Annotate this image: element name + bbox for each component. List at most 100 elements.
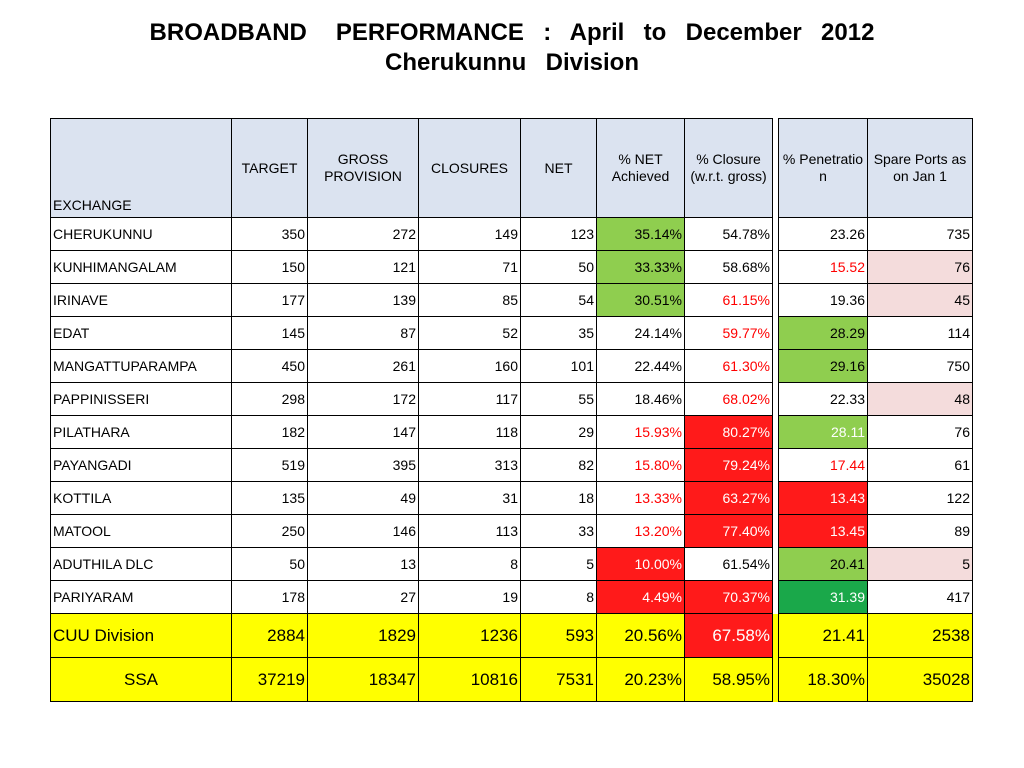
header-pct-closure: % Closure (w.r.t. gross) [684, 118, 773, 218]
cell-gross: 1829 [307, 613, 419, 658]
cell-gross: 139 [307, 283, 419, 317]
cell-exchange: MATOOL [50, 514, 232, 548]
cell-net: 593 [520, 613, 597, 658]
cell-gross: 261 [307, 349, 419, 383]
cell-target: 37219 [231, 657, 308, 702]
cell-closures: 1236 [418, 613, 521, 658]
cell-gross: 13 [307, 547, 419, 581]
cell-net: 35 [520, 316, 597, 350]
cell-pct-net: 24.14% [596, 316, 685, 350]
cell-penetration: 28.29 [778, 316, 868, 350]
cell-gross: 147 [307, 415, 419, 449]
cell-gross: 146 [307, 514, 419, 548]
cell-target: 177 [231, 283, 308, 317]
cell-exchange: SSA [50, 657, 232, 702]
cell-spare: 5 [867, 547, 973, 581]
cell-net: 33 [520, 514, 597, 548]
table-row: CUU Division 2884 1829 1236 593 20.56% 67.58% 2… [50, 613, 973, 658]
cell-closures: 31 [418, 481, 521, 515]
cell-closures: 71 [418, 250, 521, 284]
header-closures: CLOSURES [418, 118, 521, 218]
cell-penetration: 23.26 [778, 217, 868, 251]
cell-target: 150 [231, 250, 308, 284]
cell-exchange: KOTTILA [50, 481, 232, 515]
cell-target: 2884 [231, 613, 308, 658]
table-row: EDAT 145 87 52 35 24.14% 59.77% 28.29 114 [50, 316, 973, 350]
cell-net: 7531 [520, 657, 597, 702]
cell-closures: 113 [418, 514, 521, 548]
cell-spare: 48 [867, 382, 973, 416]
table-row: MANGATTUPARAMPA 450 261 160 101 22.44% 61.30% 2… [50, 349, 973, 383]
cell-penetration: 19.36 [778, 283, 868, 317]
cell-pct-net: 10.00% [596, 547, 685, 581]
cell-pct-closure: 59.77% [684, 316, 773, 350]
cell-net: 5 [520, 547, 597, 581]
cell-target: 298 [231, 382, 308, 416]
cell-closures: 8 [418, 547, 521, 581]
cell-pct-net: 15.80% [596, 448, 685, 482]
cell-closures: 52 [418, 316, 521, 350]
cell-gross: 18347 [307, 657, 419, 702]
cell-pct-closure: 77.40% [684, 514, 773, 548]
header-pct-net: % NET Achieved [596, 118, 685, 218]
cell-gross: 121 [307, 250, 419, 284]
cell-gross: 87 [307, 316, 419, 350]
cell-net: 123 [520, 217, 597, 251]
cell-pct-closure: 61.54% [684, 547, 773, 581]
cell-spare: 417 [867, 580, 973, 614]
table-row: PAPPINISSERI 298 172 117 55 18.46% 68.02% 22.33… [50, 382, 973, 416]
cell-spare: 2538 [867, 613, 973, 658]
cell-pct-net: 18.46% [596, 382, 685, 416]
cell-exchange: PARIYARAM [50, 580, 232, 614]
cell-target: 519 [231, 448, 308, 482]
cell-target: 350 [231, 217, 308, 251]
header-exchange: EXCHANGE [50, 118, 232, 218]
cell-exchange: EDAT [50, 316, 232, 350]
table-row: CHERUKUNNU 350 272 149 123 35.14% 54.78% 23.26 7… [50, 217, 973, 251]
cell-spare: 76 [867, 415, 973, 449]
cell-pct-closure: 70.37% [684, 580, 773, 614]
table-row: PARIYARAM 178 27 19 8 4.49% 70.37% 31.39 417 [50, 580, 973, 614]
cell-pct-net: 15.93% [596, 415, 685, 449]
cell-spare: 61 [867, 448, 973, 482]
cell-spare: 735 [867, 217, 973, 251]
table-body: CHERUKUNNU 350 272 149 123 35.14% 54.78% 23.26 7… [50, 217, 973, 702]
cell-closures: 10816 [418, 657, 521, 702]
cell-net: 55 [520, 382, 597, 416]
header-spare: Spare Ports as on Jan 1 [867, 118, 973, 218]
cell-closures: 19 [418, 580, 521, 614]
cell-pct-closure: 67.58% [684, 613, 773, 658]
cell-closures: 117 [418, 382, 521, 416]
cell-target: 135 [231, 481, 308, 515]
cell-pct-net: 33.33% [596, 250, 685, 284]
header-target: TARGET [231, 118, 308, 218]
title-line-2: Cherukunnu Division [384, 49, 639, 76]
cell-exchange: KUNHIMANGALAM [50, 250, 232, 284]
cell-target: 50 [231, 547, 308, 581]
cell-exchange: PILATHARA [50, 415, 232, 449]
cell-pct-net: 13.20% [596, 514, 685, 548]
cell-net: 50 [520, 250, 597, 284]
cell-pct-net: 4.49% [596, 580, 685, 614]
cell-spare: 750 [867, 349, 973, 383]
cell-pct-net: 20.23% [596, 657, 685, 702]
table-row: ADUTHILA DLC 50 13 8 5 10.00% 61.54% 20.41 5 [50, 547, 973, 581]
cell-closures: 313 [418, 448, 521, 482]
cell-gross: 395 [307, 448, 419, 482]
cell-spare: 45 [867, 283, 973, 317]
cell-gross: 49 [307, 481, 419, 515]
header-penetration: % Penetratio n [778, 118, 868, 218]
cell-spare: 89 [867, 514, 973, 548]
cell-penetration: 13.43 [778, 481, 868, 515]
cell-penetration: 15.52 [778, 250, 868, 284]
title-line-1: BROADBAND PERFORMANCE : April to Decembe… [149, 19, 875, 46]
table-row: PAYANGADI 519 395 313 82 15.80% 79.24% 17.44 61 [50, 448, 973, 482]
page-title: BROADBAND PERFORMANCE : April to Decembe… [0, 18, 1024, 78]
cell-penetration: 17.44 [778, 448, 868, 482]
cell-penetration: 18.30% [778, 657, 868, 702]
cell-pct-closure: 79.24% [684, 448, 773, 482]
table-row: KOTTILA 135 49 31 18 13.33% 63.27% 13.43 122 [50, 481, 973, 515]
cell-penetration: 28.11 [778, 415, 868, 449]
cell-net: 8 [520, 580, 597, 614]
cell-net: 18 [520, 481, 597, 515]
